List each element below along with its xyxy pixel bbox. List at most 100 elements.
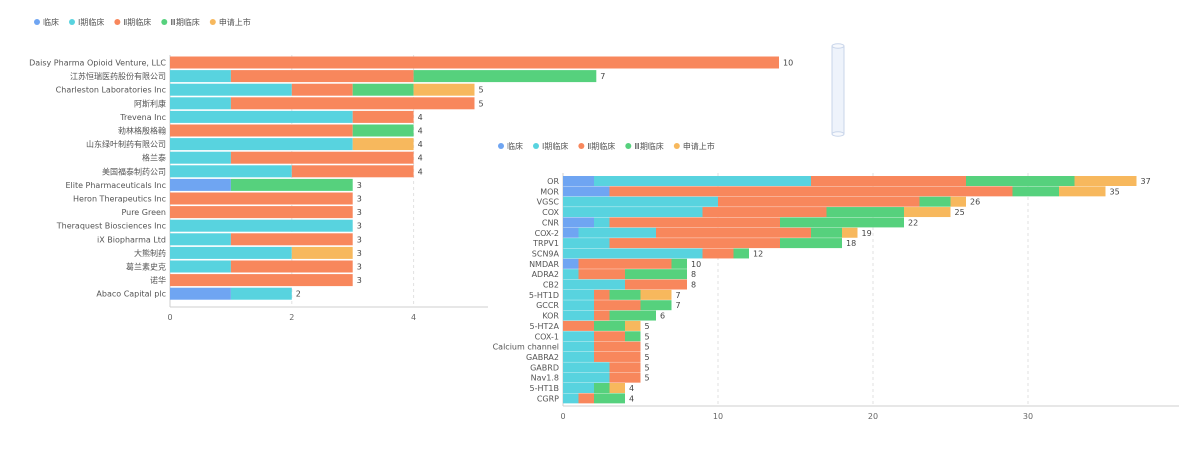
bar-row[interactable]: CGRP 4	[537, 393, 634, 404]
bar-segment[interactable]	[563, 207, 703, 218]
bar-segment[interactable]	[904, 207, 951, 218]
bar-segment[interactable]	[170, 274, 353, 287]
bar-row[interactable]: CNR 22	[542, 217, 918, 228]
bar-segment[interactable]	[594, 320, 625, 331]
bar-segment[interactable]	[170, 138, 353, 151]
bar-segment[interactable]	[780, 217, 904, 228]
bar-row[interactable]: 葛兰素史克 3	[126, 260, 362, 273]
bar-segment[interactable]	[230, 287, 292, 300]
bar-row[interactable]: COX-1 5	[535, 331, 650, 342]
bar-row[interactable]: TRPV1 18	[532, 238, 856, 249]
bar-row[interactable]: Calcium channel 5	[493, 341, 650, 352]
bar-row[interactable]: NMDAR 10	[529, 258, 701, 269]
bar-segment[interactable]	[352, 110, 414, 123]
bar-segment[interactable]	[170, 233, 231, 246]
bar-segment[interactable]	[563, 331, 594, 342]
bar-segment[interactable]	[826, 207, 905, 218]
bar-row[interactable]: Nav1.8 5	[531, 372, 650, 383]
bar-segment[interactable]	[609, 383, 626, 393]
bar-segment[interactable]	[594, 217, 610, 228]
bar-segment[interactable]	[625, 320, 641, 331]
bar-segment[interactable]	[594, 176, 811, 186]
bar-row[interactable]: KOR 6	[542, 310, 665, 321]
legend-item[interactable]: Ⅰ期临床	[69, 17, 104, 27]
bar-segment[interactable]	[563, 269, 579, 280]
bar-segment[interactable]	[609, 362, 641, 373]
bar-segment[interactable]	[609, 238, 781, 249]
bar-segment[interactable]	[594, 341, 641, 352]
bar-row[interactable]: CB2 8	[543, 279, 696, 290]
bar-segment[interactable]	[594, 351, 641, 362]
bar-segment[interactable]	[780, 238, 842, 249]
bar-segment[interactable]	[609, 217, 781, 228]
bar-segment[interactable]	[1012, 186, 1060, 197]
legend-item[interactable]: 临床	[498, 141, 523, 151]
bar-segment[interactable]	[563, 383, 594, 393]
bar-segment[interactable]	[230, 178, 353, 191]
bar-segment[interactable]	[563, 393, 579, 404]
bar-segment[interactable]	[811, 176, 966, 186]
bar-segment[interactable]	[563, 196, 718, 207]
bar-row[interactable]: Daisy Pharma Opioid Venture, LLC 10	[29, 56, 793, 69]
bar-segment[interactable]	[563, 217, 594, 228]
legend-item[interactable]: 临床	[34, 17, 59, 27]
bar-segment[interactable]	[625, 269, 687, 280]
bar-segment[interactable]	[563, 176, 594, 186]
bar-segment[interactable]	[563, 238, 610, 249]
bar-segment[interactable]	[563, 300, 594, 311]
bar-segment[interactable]	[170, 192, 353, 205]
bar-segment[interactable]	[170, 70, 231, 83]
bar-row[interactable]: 5-HT2A 5	[530, 320, 650, 331]
bar-segment[interactable]	[578, 393, 595, 404]
bar-segment[interactable]	[170, 151, 231, 164]
bar-segment[interactable]	[609, 372, 641, 383]
bar-segment[interactable]	[230, 151, 414, 164]
bar-segment[interactable]	[563, 362, 610, 373]
bar-row[interactable]: 5-HT1B 4	[530, 383, 635, 393]
bar-row[interactable]: ADRA2 8	[532, 269, 697, 280]
bar-segment[interactable]	[1059, 186, 1106, 197]
bar-segment[interactable]	[170, 56, 779, 69]
bar-segment[interactable]	[563, 227, 579, 238]
bar-segment[interactable]	[170, 206, 353, 219]
bar-row[interactable]: OR 37	[547, 176, 1151, 186]
bar-segment[interactable]	[718, 196, 920, 207]
bar-row[interactable]: 大熊制药 3	[134, 246, 362, 259]
legend-item[interactable]: Ⅲ期临床	[625, 141, 664, 151]
bar-segment[interactable]	[563, 320, 594, 331]
bar-segment[interactable]	[842, 227, 858, 238]
bar-segment[interactable]	[230, 260, 353, 273]
bar-row[interactable]: Trevena Inc 4	[119, 110, 423, 123]
bar-row[interactable]: 山东绿叶制药有限公司 4	[86, 138, 423, 151]
bar-segment[interactable]	[170, 260, 231, 273]
bar-segment[interactable]	[352, 83, 414, 96]
bar-segment[interactable]	[625, 331, 641, 342]
bar-segment[interactable]	[291, 165, 414, 178]
bar-segment[interactable]	[594, 300, 641, 311]
bar-segment[interactable]	[170, 178, 231, 191]
bar-segment[interactable]	[563, 186, 610, 197]
bar-segment[interactable]	[594, 383, 610, 393]
bar-segment[interactable]	[563, 248, 703, 259]
bar-segment[interactable]	[640, 289, 672, 300]
legend-item[interactable]: Ⅱ期临床	[114, 17, 151, 27]
bar-row[interactable]: Theraquest Biosciences Inc 3	[56, 219, 362, 232]
bar-segment[interactable]	[170, 110, 353, 123]
bar-row[interactable]: Pure Green 3	[121, 206, 362, 219]
bar-segment[interactable]	[578, 227, 657, 238]
bar-segment[interactable]	[594, 331, 625, 342]
bar-segment[interactable]	[919, 196, 951, 207]
legend-item[interactable]: Ⅲ期临床	[161, 17, 200, 27]
bar-row[interactable]: GABRD 5	[530, 362, 650, 373]
bar-segment[interactable]	[609, 186, 1013, 197]
bar-segment[interactable]	[609, 310, 657, 321]
bar-row[interactable]: 江苏恒瑞医药股份有限公司 7	[70, 70, 605, 83]
bar-row[interactable]: 格兰泰 4	[142, 151, 423, 164]
bar-segment[interactable]	[413, 83, 475, 96]
bar-segment[interactable]	[563, 310, 594, 321]
bar-segment[interactable]	[563, 279, 625, 290]
bar-row[interactable]: Abaco Capital plc 2	[96, 287, 301, 300]
bar-segment[interactable]	[811, 227, 842, 238]
bar-segment[interactable]	[170, 97, 231, 110]
bar-segment[interactable]	[563, 351, 594, 362]
